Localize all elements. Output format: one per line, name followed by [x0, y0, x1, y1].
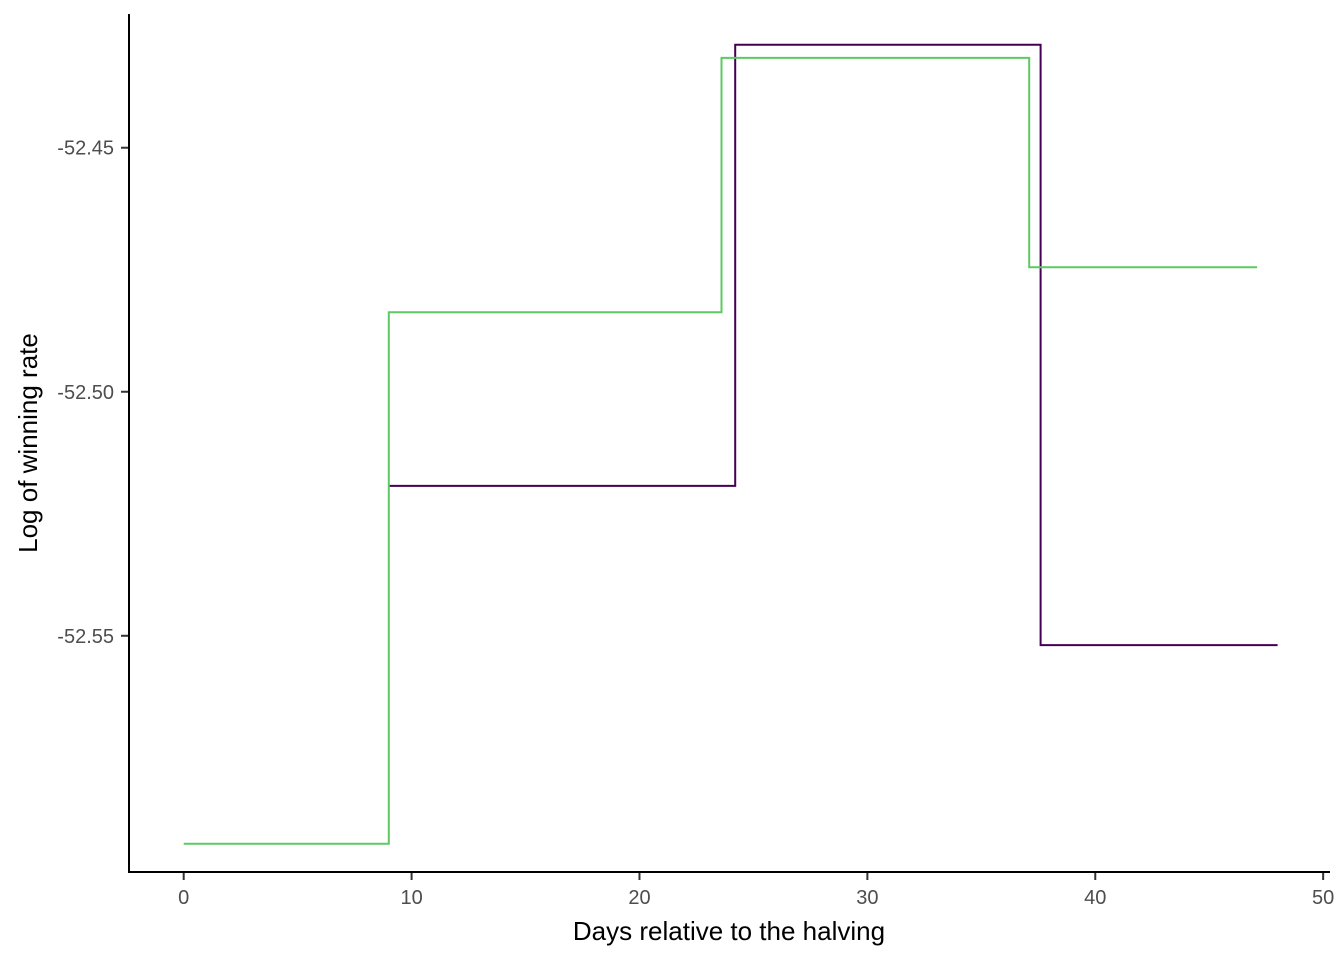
x-tick-label: 0 — [178, 887, 189, 909]
y-tick-label: -52.45 — [57, 138, 114, 160]
x-tick-label: 40 — [1084, 887, 1106, 909]
y-tick-label: -52.55 — [57, 626, 114, 648]
y-tick-label: -52.50 — [57, 382, 114, 404]
x-tick-label: 10 — [400, 887, 422, 909]
series-layer — [183, 43, 1278, 845]
y-axis-title: Log of winning rate — [13, 333, 43, 553]
x-tick-label: 50 — [1312, 887, 1334, 909]
x-axis-ticks: 0 10 20 30 40 50 — [178, 873, 1334, 909]
x-tick-label: 30 — [856, 887, 878, 909]
x-tick-label: 20 — [628, 887, 650, 909]
series-line-2 — [183, 56, 1258, 845]
series-line-1 — [388, 43, 1278, 647]
x-axis-title: Days relative to the halving — [573, 916, 885, 946]
y-axis-ticks: -52.45 -52.50 -52.55 — [57, 138, 128, 648]
